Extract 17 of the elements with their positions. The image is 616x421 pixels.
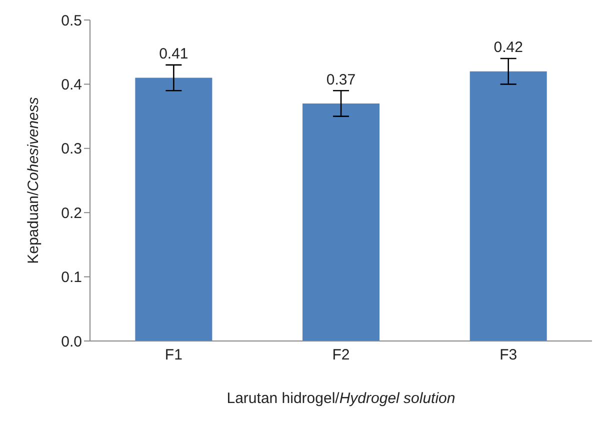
data-label: 0.37 [326, 71, 356, 88]
x-tick-label: F2 [332, 346, 350, 364]
x-tick-label: F3 [500, 346, 518, 364]
x-axis-title: Larutan hidrogel/Hydrogel solution [226, 390, 456, 407]
y-tick-label: 0.4 [61, 76, 82, 94]
y-tick-label: 0.1 [61, 269, 82, 286]
y-tick-label: 0.2 [61, 204, 82, 222]
data-label: 0.41 [159, 46, 188, 63]
data-label: 0.42 [494, 39, 523, 56]
y-tick-label: 0.0 [61, 333, 82, 350]
x-tick-label: F1 [164, 346, 182, 364]
y-axis-title: Kepaduan/Cohesiveness [25, 96, 42, 264]
y-tick-label: 0.5 [61, 12, 82, 30]
bar [302, 103, 380, 341]
y-tick-label: 0.3 [61, 140, 82, 158]
bar [470, 71, 547, 341]
bar [135, 78, 212, 341]
